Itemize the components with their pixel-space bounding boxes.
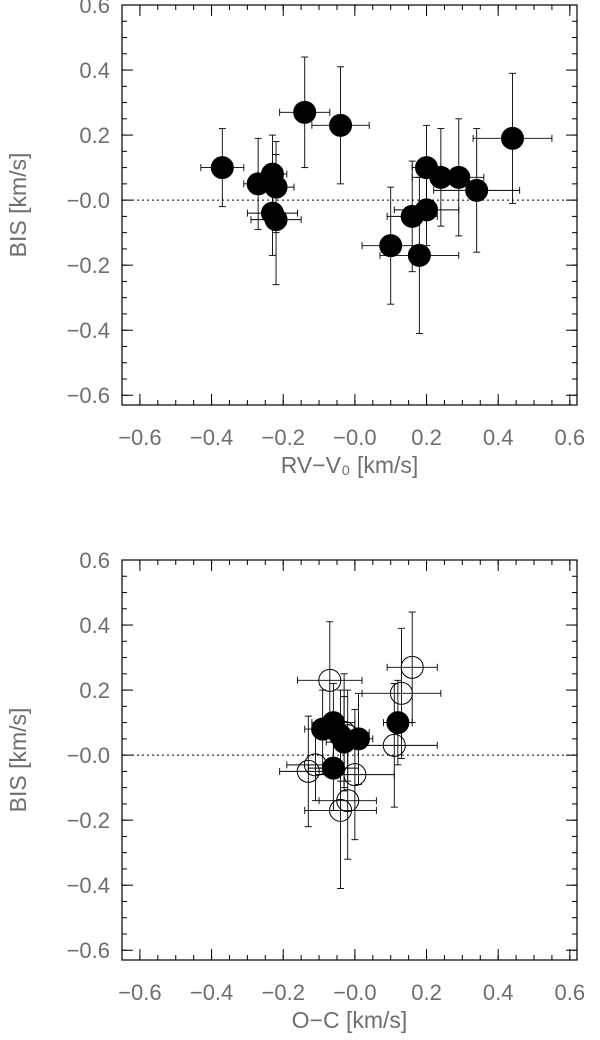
data-point-open	[296, 759, 320, 783]
data-point-filled	[407, 243, 431, 267]
x-tick-label: −0.2	[262, 980, 305, 1005]
data-point-filled	[264, 208, 288, 232]
x-tick-label: 0.4	[483, 980, 514, 1005]
y-tick-label: 0.2	[79, 678, 110, 703]
y-tick-label: −0.2	[67, 808, 110, 833]
y-tick-label: 0.6	[79, 0, 110, 18]
data-point-filled	[329, 113, 353, 137]
x-axis-label: O−C [km/s]	[292, 1007, 408, 1033]
y-tick-label: 0.4	[79, 613, 110, 638]
y-tick-label: 0.6	[79, 548, 110, 573]
data-point-open	[329, 798, 353, 822]
x-tick-label: 0.2	[411, 980, 442, 1005]
y-tick-label: −0.2	[67, 253, 110, 278]
data-point-filled	[465, 178, 489, 202]
data-point-filled	[293, 100, 317, 124]
data-point-filled	[386, 711, 410, 735]
plot-frame	[121, 559, 578, 961]
data-point-open	[382, 733, 406, 757]
y-tick-label: −0.6	[67, 383, 110, 408]
plot-frame	[121, 4, 578, 406]
y-tick-label: −0.0	[67, 188, 110, 213]
x-tick-label: −0.6	[118, 980, 161, 1005]
y-tick-label: −0.4	[67, 318, 110, 343]
x-tick-label: −0.0	[333, 980, 376, 1005]
x-tick-label: 0.2	[411, 425, 442, 450]
x-axis-label: RV−V₀ [km/s]	[281, 452, 419, 478]
data-point-filled	[501, 126, 525, 150]
y-axis-label: BIS [km/s]	[5, 153, 31, 258]
data-point-open	[336, 789, 360, 813]
data-point-open	[389, 681, 413, 705]
x-tick-label: 0.6	[555, 425, 586, 450]
data-point-filled	[379, 234, 403, 258]
data-point-filled	[447, 165, 471, 189]
x-tick-label: −0.4	[190, 980, 233, 1005]
x-tick-label: −0.0	[333, 425, 376, 450]
y-tick-label: 0.4	[79, 58, 110, 83]
y-axis-label: BIS [km/s]	[5, 708, 31, 813]
x-tick-label: 0.6	[555, 980, 586, 1005]
data-point-filled	[321, 756, 345, 780]
y-tick-label: −0.0	[67, 743, 110, 768]
x-tick-label: −0.2	[262, 425, 305, 450]
scatter-panel-1: −0.6 −0.4 −0.2 −0.0 0.2 0.4 0.6 −0.6 −0.4 −0.2 −0.…	[5, 0, 585, 478]
x-tick-label: 0.4	[483, 425, 514, 450]
y-tick-label: −0.4	[67, 873, 110, 898]
scatter-panel-2: −0.6 −0.4 −0.2 −0.0 0.2 0.4 0.6 −0.6 −0.4 −0.2 −0.…	[5, 548, 585, 1033]
y-tick-label: −0.6	[67, 938, 110, 963]
data-point-filled	[346, 727, 370, 751]
x-tick-label: −0.4	[190, 425, 233, 450]
data-point-filled	[415, 198, 439, 222]
data-point-filled	[210, 156, 234, 180]
data-point-open	[318, 668, 342, 692]
x-tick-label: −0.6	[118, 425, 161, 450]
y-tick-label: 0.2	[79, 123, 110, 148]
